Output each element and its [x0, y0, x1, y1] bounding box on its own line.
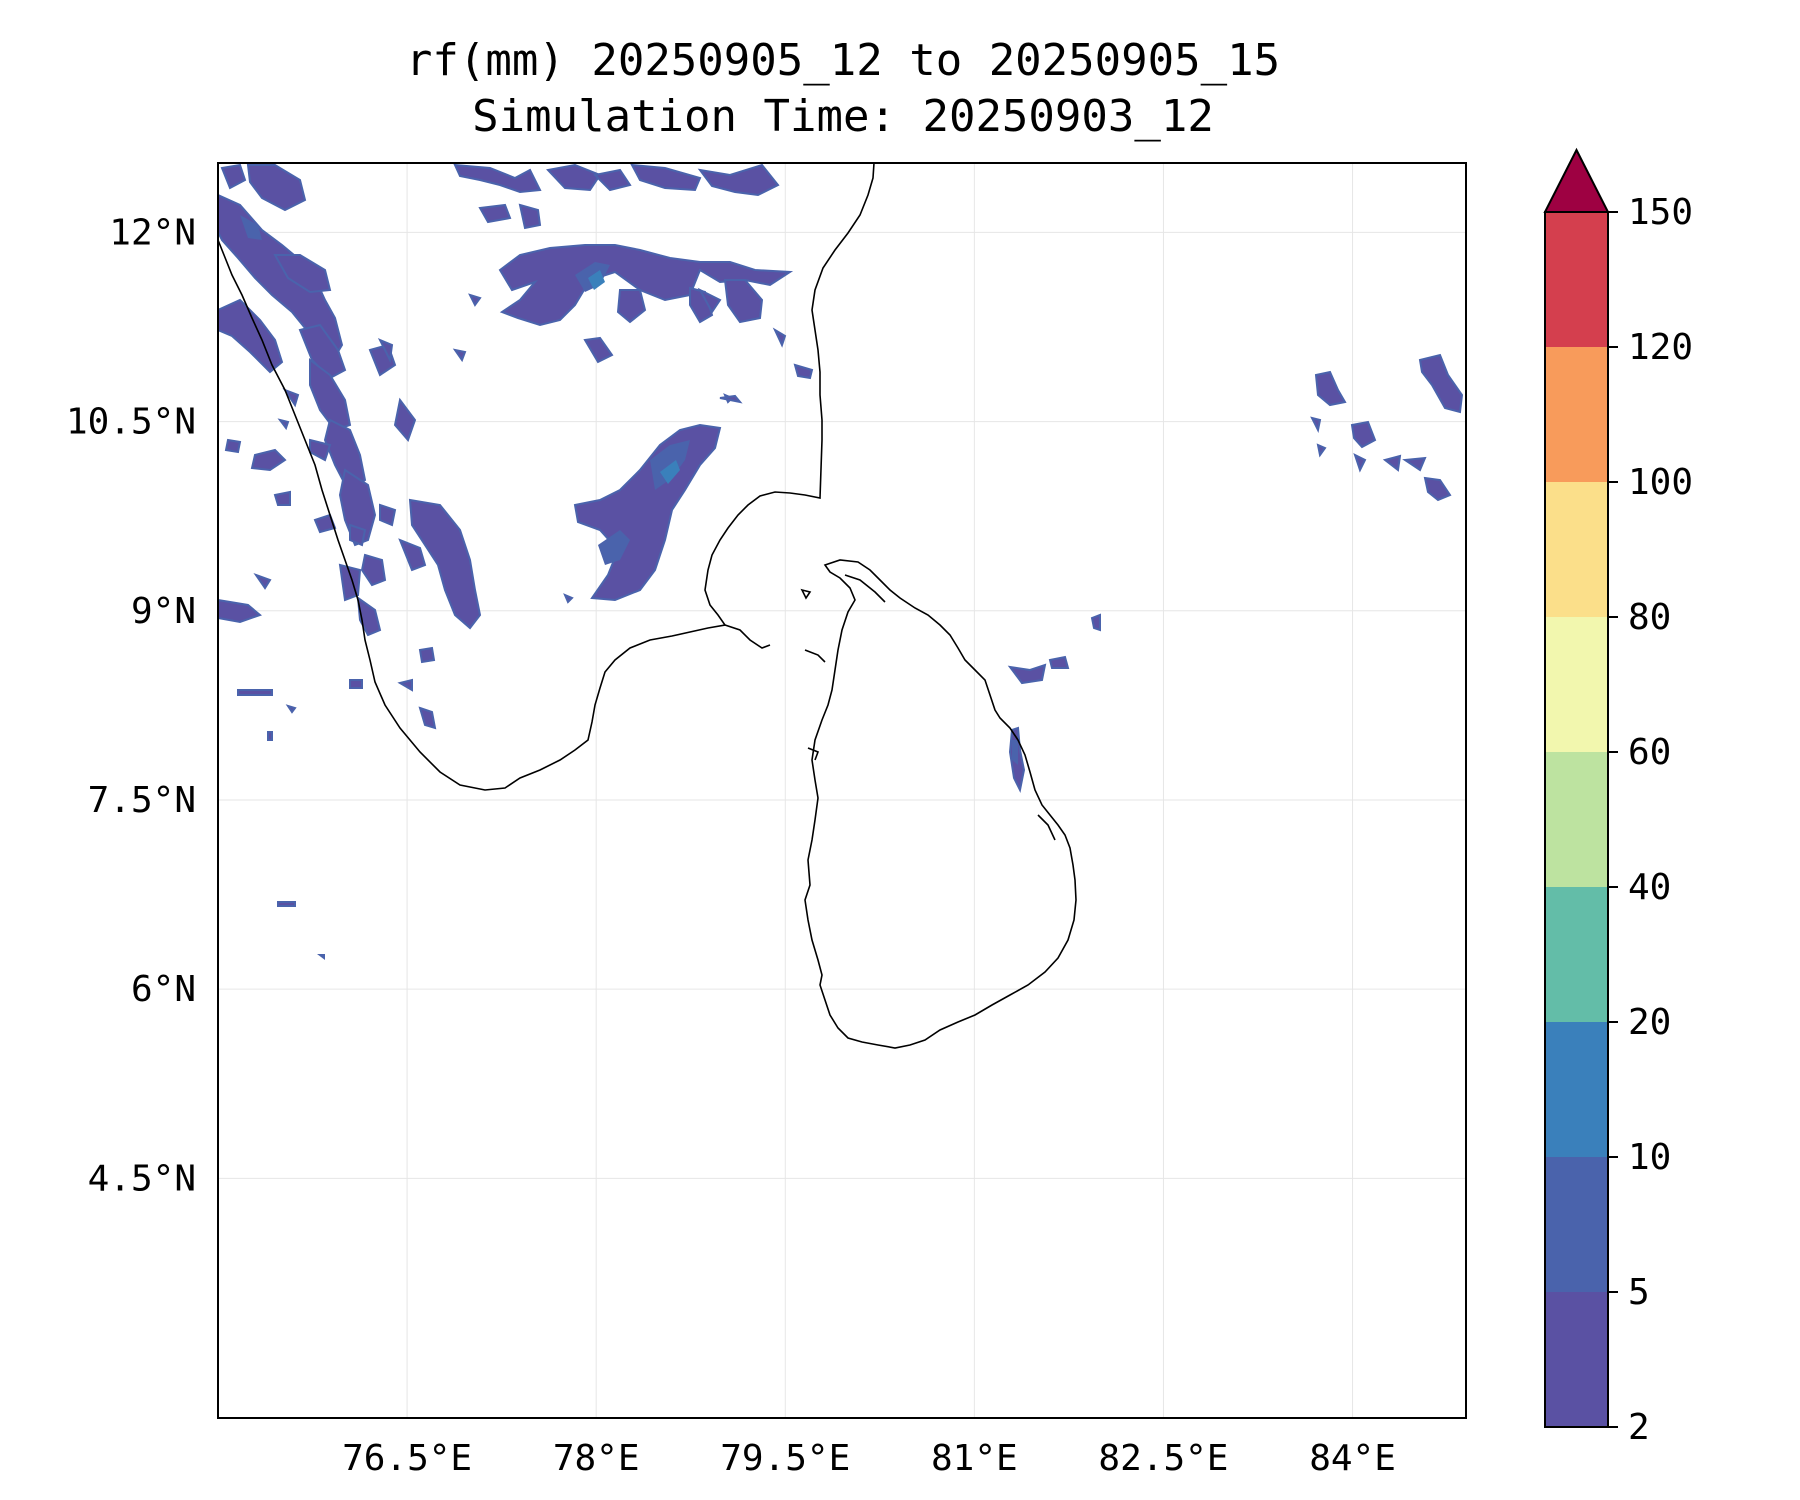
lon-tick-label: 78°E	[553, 1438, 640, 1479]
gridlines	[218, 163, 1466, 1418]
lon-tick-label: 84°E	[1309, 1438, 1396, 1479]
colorbar-segment	[1545, 752, 1608, 887]
colorbar-segment	[1545, 1292, 1608, 1427]
colorbar-tick-label: 80	[1628, 597, 1671, 638]
colorbar-segment	[1545, 887, 1608, 1022]
india-gulf-detail	[724, 624, 771, 649]
map-frame	[217, 162, 1467, 1419]
colorbar-tick-label: 10	[1628, 1137, 1671, 1178]
lon-tick-label: 79.5°E	[720, 1438, 850, 1479]
lon-tick-label: 76.5°E	[342, 1438, 472, 1479]
colorbar: 2 5 10 20 40 60 80 100 120 150	[1543, 147, 1693, 1448]
colorbar-extend-arrow	[1543, 147, 1610, 213]
lat-tick-label: 10.5°N	[66, 402, 196, 443]
india-coastline	[218, 163, 875, 791]
colorbar-tick-label: 60	[1628, 732, 1671, 773]
lat-tick-label: 9°N	[131, 591, 196, 632]
rainfall-2-5mm	[218, 163, 1464, 960]
lat-tick-label: 12°N	[109, 212, 196, 253]
map-area	[218, 163, 1466, 1418]
lat-tick-label: 4.5°N	[88, 1158, 196, 1199]
longitude-ticks: 76.5°E 78°E 79.5°E 81°E 82.5°E 84°E	[342, 1438, 1396, 1479]
colorbar-segment	[1545, 482, 1608, 617]
title-line-2: Simulation Time: 20250903_12	[472, 91, 1214, 142]
latitude-ticks: 12°N 10.5°N 9°N 7.5°N 6°N 4.5°N	[66, 212, 196, 1199]
sri-lanka-coastline	[804, 559, 1077, 1049]
colorbar-segment	[1545, 212, 1608, 347]
colorbar-frame	[1544, 211, 1609, 1428]
colorbar-segment	[1545, 1022, 1608, 1157]
lat-tick-label: 7.5°N	[88, 780, 196, 821]
lon-tick-label: 82.5°E	[1098, 1438, 1228, 1479]
title-line-1: rf(mm) 20250905_12 to 20250905_15	[406, 35, 1280, 86]
lon-tick-label: 81°E	[931, 1438, 1018, 1479]
rainfall-10-20mm	[588, 270, 680, 484]
colorbar-segment	[1545, 347, 1608, 482]
colorbar-tick-label: 120	[1628, 327, 1693, 368]
colorbar-tick-label: 20	[1628, 1002, 1671, 1043]
colorbar-tick-label: 100	[1628, 462, 1693, 503]
colorbar-tick-label: 40	[1628, 867, 1671, 908]
colorbar-tick-label: 150	[1628, 192, 1693, 233]
colorbar-tick-label: 5	[1628, 1272, 1650, 1313]
coastlines	[218, 163, 1077, 1049]
colorbar-tick-label: 2	[1628, 1407, 1650, 1448]
colorbar-segment	[1545, 1157, 1608, 1292]
colorbar-segment	[1545, 617, 1608, 752]
lat-tick-label: 6°N	[131, 969, 196, 1010]
